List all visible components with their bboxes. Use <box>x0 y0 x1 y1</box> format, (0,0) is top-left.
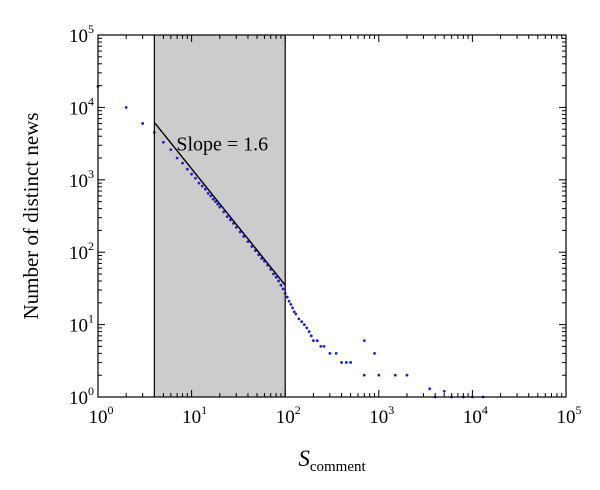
x-axis-title: Scomment <box>298 446 366 475</box>
data-point <box>322 344 326 348</box>
y-tick-label: 101 <box>69 312 94 337</box>
data-point <box>181 161 184 165</box>
data-point <box>272 272 275 276</box>
data-point <box>194 176 197 180</box>
x-tick-label: 100 <box>89 403 114 428</box>
data-point <box>197 181 201 185</box>
data-point <box>344 361 348 364</box>
shaded-region <box>154 35 286 397</box>
data-point <box>225 215 229 219</box>
data-point <box>190 172 194 176</box>
data-point <box>311 339 315 343</box>
data-point <box>285 295 289 299</box>
data-point <box>328 352 332 355</box>
y-tick-label: 104 <box>69 94 94 119</box>
data-point <box>214 200 217 203</box>
data-point <box>315 339 319 343</box>
data-point <box>211 197 215 201</box>
fit-line <box>153 121 286 286</box>
data-point <box>442 389 446 393</box>
data-point <box>279 283 283 287</box>
data-point <box>218 205 222 209</box>
data-point <box>162 140 165 144</box>
data-point <box>222 210 226 214</box>
data-point <box>294 312 298 316</box>
data-point <box>307 330 311 334</box>
y-axis-title: Number of distinct news <box>19 112 43 319</box>
plot-frame <box>97 34 567 398</box>
data-point <box>238 230 242 234</box>
data-point <box>229 218 232 222</box>
y-tick-label: 103 <box>69 167 94 192</box>
data-point <box>206 191 210 195</box>
data-point <box>349 361 353 364</box>
data-point <box>309 334 313 338</box>
data-point <box>377 373 381 377</box>
x-tick-label: 103 <box>369 403 394 428</box>
x-tick-label: 101 <box>182 403 207 428</box>
data-point <box>305 326 309 330</box>
data-point <box>362 339 366 343</box>
data-point <box>250 245 254 248</box>
data-point <box>209 194 213 198</box>
data-point <box>141 122 145 125</box>
data-point <box>373 352 376 355</box>
data-point <box>319 344 323 348</box>
data-point <box>185 167 189 171</box>
data-point <box>274 275 278 279</box>
x-tick-label: 105 <box>557 403 582 428</box>
data-point <box>405 373 409 377</box>
data-point <box>393 373 397 377</box>
slope-annotation: Slope = 1.6 <box>176 133 268 155</box>
data-point <box>362 373 366 377</box>
data-point <box>203 187 207 191</box>
data-point <box>291 306 295 310</box>
data-point <box>169 148 173 152</box>
y-tick-label: 102 <box>69 239 94 264</box>
x-tick-label: 104 <box>463 403 488 428</box>
data-point <box>277 279 280 283</box>
data-point <box>334 352 338 355</box>
data-point <box>175 156 179 160</box>
data-point <box>297 317 301 321</box>
data-point <box>428 387 432 391</box>
y-tick-label: 100 <box>69 384 94 409</box>
x-tick-label: 102 <box>276 403 301 428</box>
data-point <box>340 361 343 364</box>
data-point <box>124 106 128 109</box>
data-point <box>216 202 220 206</box>
data-point <box>234 226 238 229</box>
data-point <box>242 235 246 238</box>
data-point <box>200 184 204 188</box>
data-point <box>302 323 306 326</box>
data-point <box>300 320 304 324</box>
data-point <box>246 240 250 244</box>
data-point <box>281 287 285 291</box>
data-point <box>287 299 291 303</box>
y-tick-label: 105 <box>69 22 94 47</box>
data-point <box>292 310 296 314</box>
data-point <box>289 303 293 306</box>
